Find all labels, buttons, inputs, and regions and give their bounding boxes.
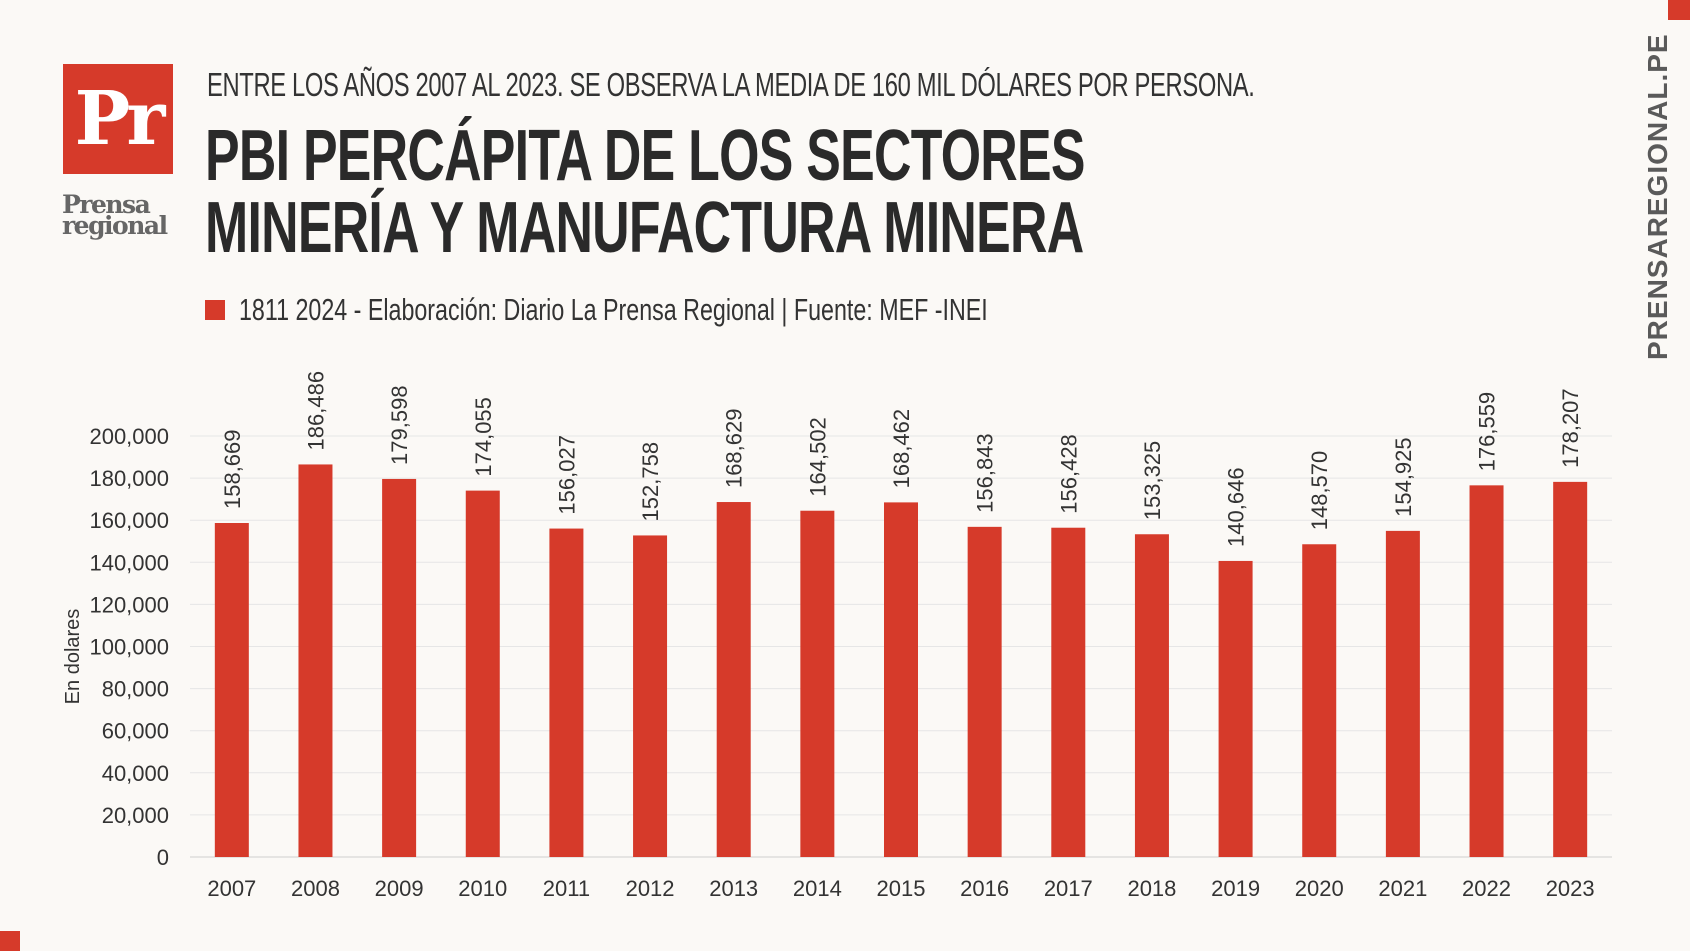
chart-legend: 1811 2024 - Elaboración: Diario La Prens… — [205, 292, 1237, 328]
bar-2015 — [884, 502, 918, 857]
value-label-2018: 153,325 — [1140, 441, 1165, 521]
y-tick-label: 140,000 — [89, 550, 169, 575]
bar-2012 — [633, 535, 668, 857]
x-tick-label: 2015 — [877, 876, 926, 901]
bar-2011 — [549, 528, 584, 857]
value-label-2008: 186,486 — [303, 371, 328, 451]
y-tick-label: 20,000 — [102, 803, 169, 828]
x-tick-label: 2014 — [793, 876, 842, 901]
x-tick-label: 2018 — [1127, 876, 1176, 901]
chart-title-line-2: MINERÍA Y MANUFACTURA MINERA — [205, 188, 1084, 268]
bar-2022 — [1469, 485, 1504, 857]
y-tick-label: 0 — [157, 845, 169, 870]
bar-2014 — [800, 510, 835, 857]
value-label-2014: 164,502 — [805, 417, 830, 497]
value-label-2009: 179,598 — [387, 385, 412, 465]
bar-2016 — [967, 526, 1002, 857]
x-tick-label: 2011 — [543, 876, 590, 901]
value-label-2007: 158,669 — [220, 429, 245, 509]
bars — [214, 464, 1588, 857]
y-tick-label: 180,000 — [89, 466, 169, 491]
bar-2008 — [298, 464, 333, 857]
y-tick-label: 80,000 — [102, 677, 169, 702]
x-tick-label: 2008 — [291, 876, 340, 901]
bar-2023 — [1553, 481, 1588, 857]
corner-accent-bottom — [0, 931, 20, 951]
value-label-2012: 152,758 — [638, 442, 663, 522]
y-axis-ticks: 0 20,000 40,000 60,000 80,000 100,000 120,000 1… — [89, 424, 169, 870]
y-tick-label: 120,000 — [89, 592, 169, 617]
brand-logo: Pr — [63, 64, 173, 174]
x-tick-label: 2020 — [1295, 876, 1344, 901]
value-label-2017: 156,428 — [1056, 434, 1081, 514]
bar-2018 — [1134, 534, 1169, 857]
x-tick-label: 2009 — [375, 876, 424, 901]
chart-title: PBI PERCÁPITA DE LOS SECTORES MINERÍA Y … — [205, 120, 1085, 264]
x-tick-label: 2023 — [1546, 876, 1595, 901]
bar-2009 — [382, 478, 417, 857]
x-tick-label: 2007 — [207, 876, 256, 901]
value-label-2016: 156,843 — [973, 433, 998, 513]
bar-2019 — [1218, 560, 1253, 857]
y-tick-label: 200,000 — [89, 424, 169, 449]
value-label-2022: 176,559 — [1475, 392, 1500, 472]
x-tick-label: 2021 — [1378, 876, 1427, 901]
bar-2021 — [1385, 530, 1420, 857]
value-label-2011: 156,027 — [554, 435, 579, 515]
value-label-2013: 168,629 — [722, 409, 747, 489]
x-tick-label: 2010 — [458, 876, 507, 901]
x-tick-label: 2019 — [1211, 876, 1260, 901]
x-tick-label: 2022 — [1462, 876, 1511, 901]
value-label-2019: 140,646 — [1224, 467, 1249, 547]
bar-2020 — [1302, 544, 1337, 857]
bar-2010 — [465, 490, 500, 857]
chart-title-line-1: PBI PERCÁPITA DE LOS SECTORES — [205, 116, 1085, 196]
bar-2007 — [214, 523, 249, 857]
x-tick-label: 2017 — [1044, 876, 1093, 901]
chart-subtitle: ENTRE LOS AÑOS 2007 AL 2023. SE OBSERVA … — [207, 66, 1255, 103]
value-label-2021: 154,925 — [1391, 437, 1416, 517]
y-tick-label: 40,000 — [102, 761, 169, 786]
y-tick-label: 60,000 — [102, 719, 169, 744]
x-tick-label: 2012 — [626, 876, 675, 901]
x-tick-label: 2016 — [960, 876, 1009, 901]
x-tick-label: 2013 — [709, 876, 758, 901]
bar-2013 — [716, 502, 751, 857]
brand-logo-text: Pr — [74, 76, 166, 162]
corner-accent-top — [1668, 0, 1690, 20]
bar-value-labels: 158,669 186,486 179,598 174,055 156,027 152,7… — [220, 371, 1583, 547]
y-tick-label: 160,000 — [89, 508, 169, 533]
legend-text: 1811 2024 - Elaboración: Diario La Prens… — [239, 292, 988, 327]
y-axis-title: En dolares — [62, 609, 84, 705]
legend-swatch — [205, 300, 225, 320]
value-label-2015: 168,462 — [889, 409, 914, 489]
value-label-2023: 178,207 — [1558, 388, 1583, 468]
brand-wordmark: Prensa regional — [62, 190, 168, 240]
y-tick-label: 100,000 — [89, 635, 169, 660]
value-label-2020: 148,570 — [1307, 451, 1332, 531]
bar-2017 — [1051, 527, 1086, 857]
value-label-2010: 174,055 — [471, 397, 496, 477]
x-axis-ticks: 2007 2008 2009 2010 2011 2012 2013 2014 2015 2016… — [207, 876, 1594, 901]
